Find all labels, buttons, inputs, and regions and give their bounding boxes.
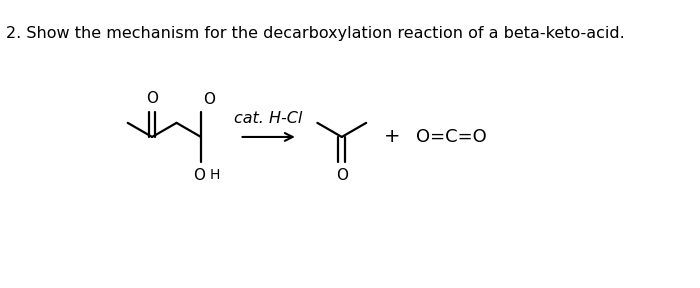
Text: 2. Show the mechanism for the decarboxylation reaction of a beta-keto-acid.: 2. Show the mechanism for the decarboxyl…	[6, 26, 625, 41]
Text: O=C=O: O=C=O	[416, 128, 486, 146]
Text: O: O	[146, 91, 158, 106]
Text: cat. H-Cl: cat. H-Cl	[234, 111, 303, 126]
Text: O: O	[193, 168, 205, 183]
Text: O: O	[204, 92, 216, 107]
Text: H: H	[210, 168, 220, 182]
Text: O: O	[336, 168, 348, 183]
Text: +: +	[384, 128, 400, 147]
